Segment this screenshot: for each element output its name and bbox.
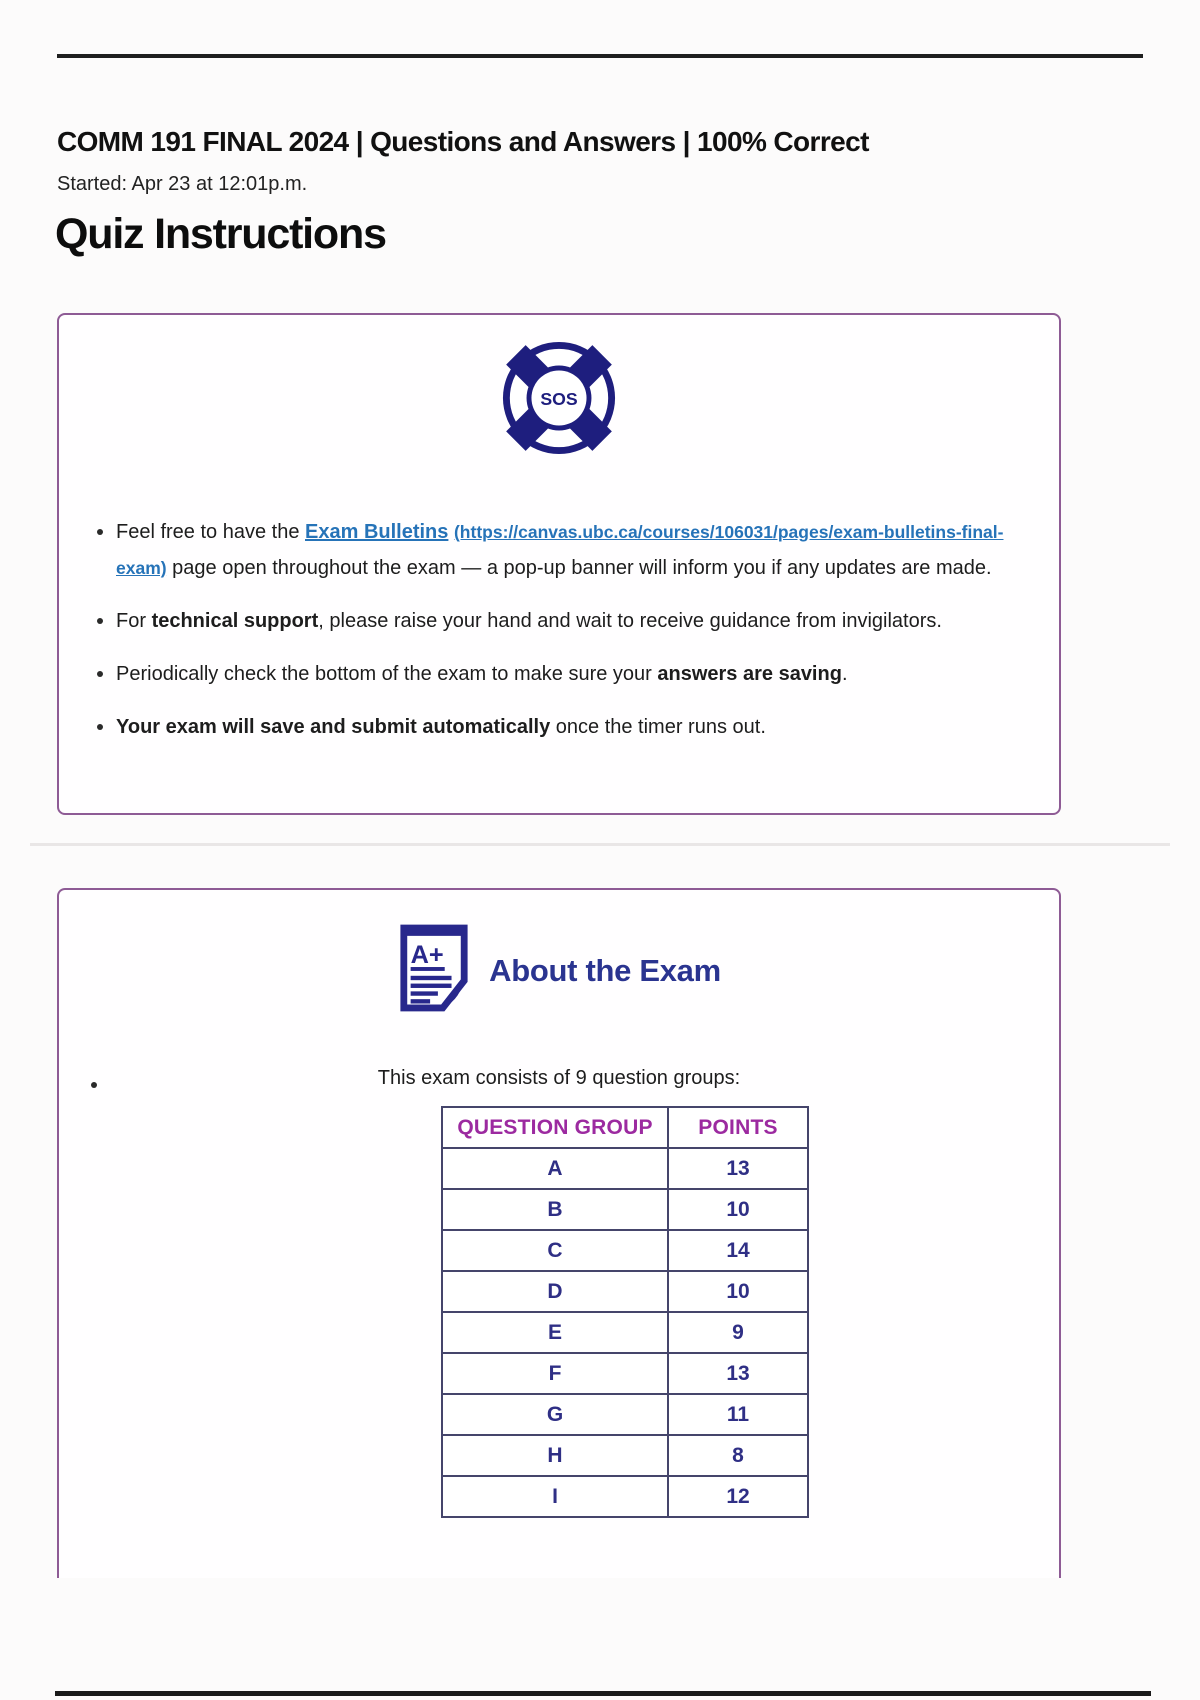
question-group-column-header: QUESTION GROUP xyxy=(441,1106,669,1149)
points-cell: 13 xyxy=(667,1147,809,1190)
about-exam-title: About the Exam xyxy=(489,952,721,988)
bullet3-pre-text: Periodically check the bottom of the exa… xyxy=(116,663,658,685)
points-column-header: POINTS xyxy=(667,1106,809,1149)
quiz-started-timestamp: Started: Apr 23 at 12:01p.m. xyxy=(57,173,308,195)
table-row: F 13 xyxy=(441,1352,809,1395)
list-bullet-marker xyxy=(91,1082,97,1088)
svg-text:A+: A+ xyxy=(411,941,444,969)
table-row: D 10 xyxy=(441,1270,809,1313)
sos-lifebuoy-icon: SOS xyxy=(500,339,618,462)
svg-text:SOS: SOS xyxy=(540,389,578,409)
bullet4-bold-text: Your exam will save and submit automatic… xyxy=(116,716,551,738)
points-cell: 9 xyxy=(667,1311,809,1354)
bullet-auto-submit: Your exam will save and submit automatic… xyxy=(94,709,1007,745)
bullet2-bold-text: technical support xyxy=(151,610,319,632)
bullet3-bold-text: answers are saving xyxy=(657,663,842,685)
about-exam-box: A+ About the Exam This exam consists of … xyxy=(57,888,1061,1578)
bottom-divider xyxy=(55,1691,1151,1696)
question-groups-points-table: QUESTION GROUP POINTS A 13 B 10 C 14 xyxy=(441,1106,809,1518)
group-cell: E xyxy=(441,1311,669,1354)
table-row: E 9 xyxy=(441,1311,809,1354)
points-cell: 10 xyxy=(667,1188,809,1231)
bullet1-pre-text: Feel free to have the xyxy=(116,521,306,543)
table-row: I 12 xyxy=(441,1475,809,1518)
a-plus-document-icon: A+ xyxy=(397,922,471,1019)
points-cell: 11 xyxy=(667,1393,809,1436)
group-cell: B xyxy=(441,1188,669,1231)
points-cell: 14 xyxy=(667,1229,809,1272)
points-cell: 12 xyxy=(667,1475,809,1518)
bullet2-pre-text: For xyxy=(116,610,152,632)
exam-groups-intro-text: This exam consists of 9 question groups: xyxy=(377,1067,741,1089)
table-row: H 8 xyxy=(441,1434,809,1477)
group-cell: F xyxy=(441,1352,669,1395)
table-row: B 10 xyxy=(441,1188,809,1231)
bullet-technical-support: For technical support, please raise your… xyxy=(94,603,1007,639)
top-divider xyxy=(57,54,1143,58)
points-cell: 13 xyxy=(667,1352,809,1395)
bullet2-post-text: , please raise your hand and wait to rec… xyxy=(318,610,942,632)
about-exam-header: A+ About the Exam xyxy=(59,922,1059,1019)
group-cell: C xyxy=(441,1229,669,1272)
exam-bulletins-link[interactable]: Exam Bulletins xyxy=(305,521,449,543)
bullet-exam-bulletins: Feel free to have the Exam Bulletins (ht… xyxy=(94,514,1007,586)
exam-bulletins-url-link[interactable]: (https://canvas.ubc.ca/courses/106031/pa… xyxy=(116,522,1004,578)
group-cell: H xyxy=(441,1434,669,1477)
support-info-box: SOS Feel free to have the Exam Bulletins… xyxy=(57,313,1061,815)
instruction-bullet-list: Feel free to have the Exam Bulletins (ht… xyxy=(59,514,1059,745)
table-row: G 11 xyxy=(441,1393,809,1436)
group-cell: A xyxy=(441,1147,669,1190)
bullet-answers-saving: Periodically check the bottom of the exa… xyxy=(94,656,1007,692)
bullet4-post-text: once the timer runs out. xyxy=(550,716,766,738)
group-cell: I xyxy=(441,1475,669,1518)
points-cell: 8 xyxy=(667,1434,809,1477)
points-cell: 10 xyxy=(667,1270,809,1313)
page-title: COMM 191 FINAL 2024 | Questions and Answ… xyxy=(57,126,869,157)
group-cell: G xyxy=(441,1393,669,1436)
group-cell: D xyxy=(441,1270,669,1313)
bullet1-post-text: page open throughout the exam — a pop-up… xyxy=(166,557,992,579)
table-row: A 13 xyxy=(441,1147,809,1190)
table-row: C 14 xyxy=(441,1229,809,1272)
quiz-instructions-heading: Quiz Instructions xyxy=(55,210,387,258)
bullet3-post-text: . xyxy=(841,663,848,685)
table-header-row: QUESTION GROUP POINTS xyxy=(441,1106,809,1149)
section-divider xyxy=(30,843,1170,846)
